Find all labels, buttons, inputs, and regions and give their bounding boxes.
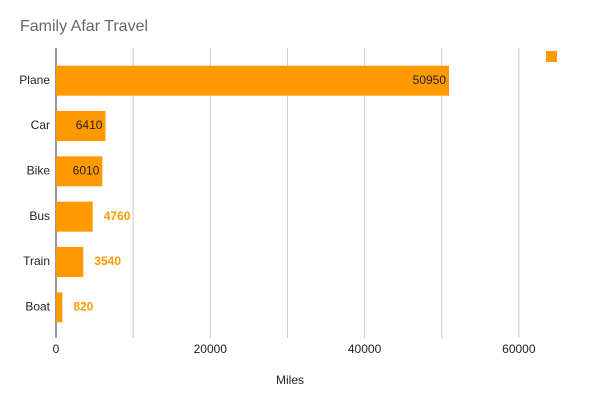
bar: [56, 156, 103, 187]
value-label: 50950: [413, 73, 447, 87]
legend-marker: [546, 51, 557, 62]
bar: [56, 201, 93, 232]
x-tick-label: 60000: [502, 342, 536, 356]
value-label: 820: [73, 300, 93, 314]
x-tick-label: 0: [53, 342, 60, 356]
y-tick-label: Boat: [25, 300, 50, 314]
x-tick-label: 40000: [348, 342, 382, 356]
value-label: 3540: [94, 254, 121, 268]
bar: [56, 111, 106, 141]
value-label: 6410: [76, 118, 103, 132]
x-tick-label: 20000: [194, 342, 228, 356]
y-tick-label: Bus: [29, 209, 50, 223]
x-axis-label: Miles: [276, 373, 304, 387]
value-label: 6010: [73, 164, 100, 178]
bar: [56, 247, 84, 277]
y-tick-label: Plane: [19, 73, 50, 87]
y-tick-label: Bike: [27, 164, 51, 178]
bar: [56, 292, 63, 323]
y-tick-label: Car: [31, 118, 50, 132]
y-tick-label: Train: [23, 254, 50, 268]
value-label: 4760: [104, 209, 131, 223]
bar: [56, 65, 450, 96]
chart-title: Family Afar Travel: [20, 18, 148, 35]
